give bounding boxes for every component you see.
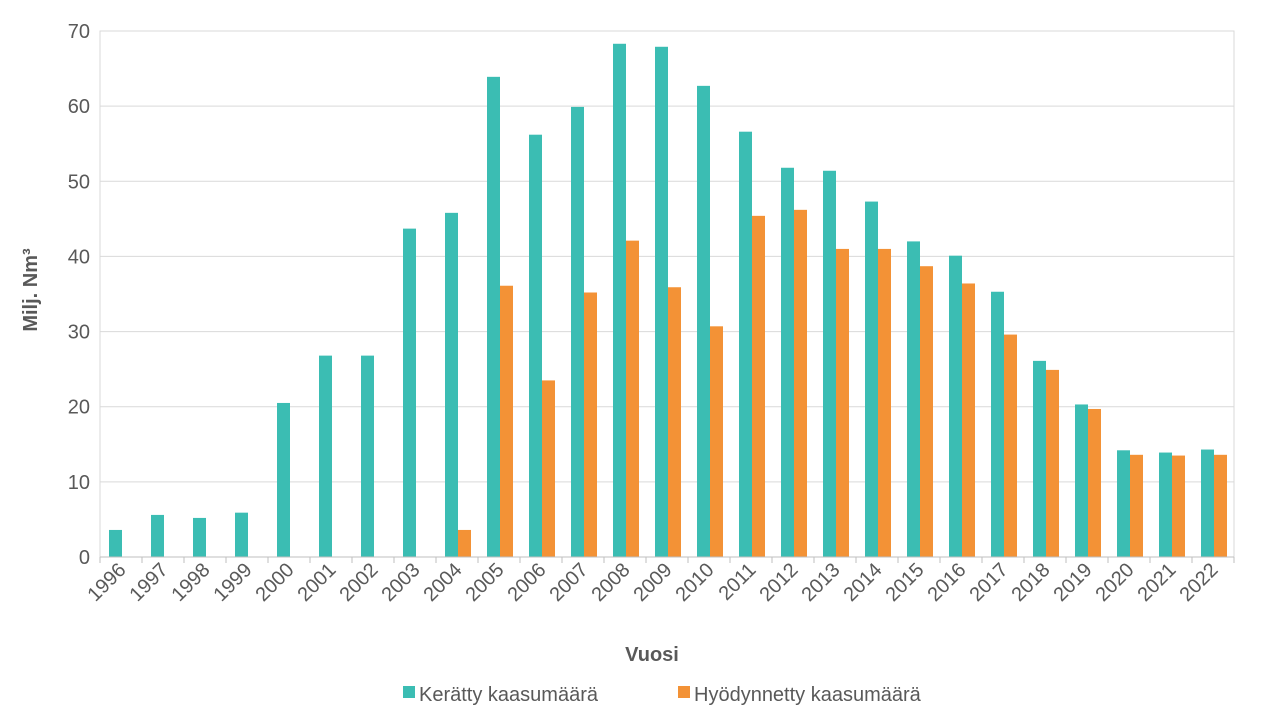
bar-hyodynnetty-2004: [458, 529, 471, 557]
bar-keratty-2021: [1159, 452, 1172, 557]
bar-keratty-2009: [655, 46, 668, 557]
bar-keratty-2017: [991, 291, 1004, 557]
y-axis-title: Milj. Nm³: [20, 248, 42, 332]
x-tick-label: 2019: [1050, 559, 1097, 606]
x-tick-label: 2006: [504, 559, 551, 606]
legend-label-hyödynnetty: Hyödynnetty kaasumäärä: [694, 684, 922, 706]
bar-keratty-2014: [865, 201, 878, 557]
bar-keratty-2020: [1117, 450, 1130, 557]
bar-keratty-2008: [613, 43, 626, 557]
legend-swatch-hyödynnetty: [678, 686, 690, 698]
bar-hyodynnetty-2022: [1214, 454, 1227, 557]
x-tick-label: 1997: [126, 559, 173, 606]
bar-hyodynnetty-2018: [1046, 369, 1059, 557]
bar-hyodynnetty-2013: [836, 248, 849, 557]
bar-keratty-2007: [571, 106, 584, 557]
bar-keratty-1996: [109, 529, 122, 557]
y-tick-label: 60: [68, 96, 90, 118]
bar-keratty-2005: [487, 76, 500, 557]
bar-hyodynnetty-2005: [500, 285, 513, 557]
legend-swatch-kerätty: [403, 686, 415, 698]
bar-keratty-2003: [403, 228, 416, 557]
bar-keratty-2018: [1033, 360, 1046, 557]
bar-hyodynnetty-2006: [542, 380, 555, 557]
y-tick-label: 0: [79, 547, 90, 569]
x-tick-label: 2018: [1008, 559, 1055, 606]
bar-keratty-2015: [907, 241, 920, 557]
x-tick-label: 2004: [420, 559, 467, 606]
x-tick-label: 2021: [1134, 559, 1181, 606]
bar-keratty-1999: [235, 512, 248, 557]
y-tick-label: 50: [68, 171, 90, 193]
bar-keratty-2011: [739, 131, 752, 558]
bar-hyodynnetty-2007: [584, 292, 597, 557]
y-tick-label: 40: [68, 246, 90, 268]
x-tick-label: 1996: [84, 559, 131, 606]
x-tick-label: 2011: [715, 559, 761, 605]
bar-keratty-2006: [529, 134, 542, 557]
bar-hyodynnetty-2008: [626, 240, 639, 558]
bar-hyodynnetty-2012: [794, 209, 807, 557]
bar-hyodynnetty-2016: [962, 283, 975, 557]
bar-keratty-2001: [319, 355, 332, 557]
bar-keratty-1998: [193, 517, 206, 557]
x-tick-label: 2022: [1176, 559, 1223, 606]
bar-keratty-2019: [1075, 404, 1088, 557]
x-tick-label: 2016: [924, 559, 971, 606]
y-tick-label: 20: [68, 397, 90, 419]
bar-hyodynnetty-2021: [1172, 455, 1185, 557]
x-tick-label: 2000: [252, 559, 299, 606]
x-tick-label: 2014: [840, 559, 887, 606]
bar-hyodynnetty-2010: [710, 326, 723, 557]
legend: Kerätty kaasumäärä Hyödynnetty kaasumäär…: [403, 684, 922, 706]
y-tick-label: 10: [68, 472, 90, 494]
bar-keratty-2004: [445, 212, 458, 558]
bar-hyodynnetty-2020: [1130, 454, 1143, 557]
x-tick-label: 2010: [672, 559, 719, 606]
bar-keratty-2022: [1201, 449, 1214, 557]
bar-hyodynnetty-2015: [920, 266, 933, 557]
x-tick-label: 2002: [336, 559, 383, 606]
bar-keratty-2002: [361, 355, 374, 557]
bar-hyodynnetty-2011: [752, 215, 765, 557]
y-tick-label: 70: [68, 21, 90, 43]
x-tick-label: 1998: [168, 559, 215, 606]
bar-keratty-2000: [277, 402, 290, 557]
x-tick-label: 2020: [1092, 559, 1139, 606]
bar-keratty-2016: [949, 255, 962, 558]
bar-keratty-2010: [697, 85, 710, 558]
x-tick-label: 2015: [882, 559, 929, 606]
bar-keratty-1997: [151, 514, 164, 557]
bar-keratty-2012: [781, 167, 794, 557]
x-tick-label: 2012: [756, 559, 803, 606]
x-tick-label: 2013: [798, 559, 845, 606]
bar-hyodynnetty-2017: [1004, 334, 1017, 557]
x-tick-label: 2003: [378, 559, 425, 606]
legend-label-kerätty: Kerätty kaasumäärä: [419, 684, 599, 706]
x-tick-label: 2007: [546, 559, 593, 606]
x-tick-label: 2005: [462, 559, 509, 606]
bar-hyodynnetty-2019: [1088, 408, 1101, 557]
x-tick-label: 2017: [966, 559, 1013, 606]
x-axis-title: Vuosi: [625, 644, 679, 666]
bar-keratty-2013: [823, 170, 836, 557]
bar-hyodynnetty-2009: [668, 287, 681, 557]
x-tick-label: 2001: [294, 559, 341, 606]
x-tick-label: 2009: [630, 559, 677, 606]
x-tick-label: 1999: [210, 559, 257, 606]
x-tick-label: 2008: [588, 559, 635, 606]
y-tick-label: 30: [68, 322, 90, 344]
bar-hyodynnetty-2014: [878, 248, 891, 557]
bars: [109, 43, 1227, 558]
